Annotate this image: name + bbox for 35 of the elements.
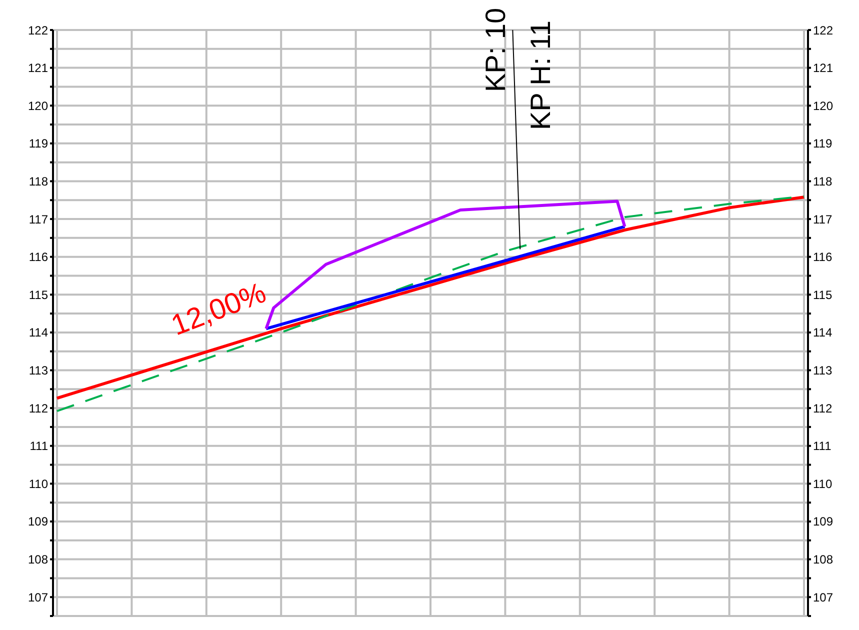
y2-tick-label: 119 <box>813 136 832 151</box>
annotation: KP: 10 <box>480 8 511 92</box>
y-tick-label: 118 <box>28 174 48 188</box>
y-tick-label: 117 <box>28 212 48 226</box>
y-tick-label: 119 <box>28 136 48 151</box>
y2-tick-label: 109 <box>813 514 834 529</box>
y-tick-label: 121 <box>28 61 48 76</box>
annotation: KP H: 11 <box>525 20 556 130</box>
y2-tick-label: 115 <box>813 288 832 302</box>
y2-tick-label: 108 <box>813 552 834 567</box>
y-tick-label: 116 <box>28 250 48 264</box>
y-tick-label: 115 <box>28 288 48 302</box>
y-tick-label: 112 <box>28 401 48 416</box>
y2-tick-label: 121 <box>813 61 834 76</box>
y-tick-label: 108 <box>28 552 48 567</box>
y2-tick-label: 107 <box>813 590 834 604</box>
y-tick-label: 110 <box>28 476 48 491</box>
y2-tick-label: 116 <box>813 250 832 264</box>
y2-tick-label: 112 <box>813 401 832 416</box>
y-tick-label: 122 <box>28 23 48 38</box>
y2-tick-label: 114 <box>813 326 832 340</box>
y-tick-label: 113 <box>28 364 48 378</box>
y2-tick-label: 110 <box>813 476 832 491</box>
y2-tick-label: 111 <box>813 439 832 454</box>
line-series <box>264 200 626 330</box>
y-tick-label: 120 <box>28 98 48 113</box>
y-tick-label: 107 <box>28 590 48 604</box>
y2-tick-label: 122 <box>813 23 834 38</box>
y2-tick-label: 118 <box>813 174 832 188</box>
y2-tick-label: 120 <box>813 98 834 113</box>
y-tick-label: 111 <box>30 439 48 454</box>
y-tick-label: 109 <box>28 514 48 529</box>
y2-tick-label: 117 <box>813 212 832 226</box>
y2-tick-label: 113 <box>813 364 832 378</box>
y-tick-label: 114 <box>28 326 48 340</box>
